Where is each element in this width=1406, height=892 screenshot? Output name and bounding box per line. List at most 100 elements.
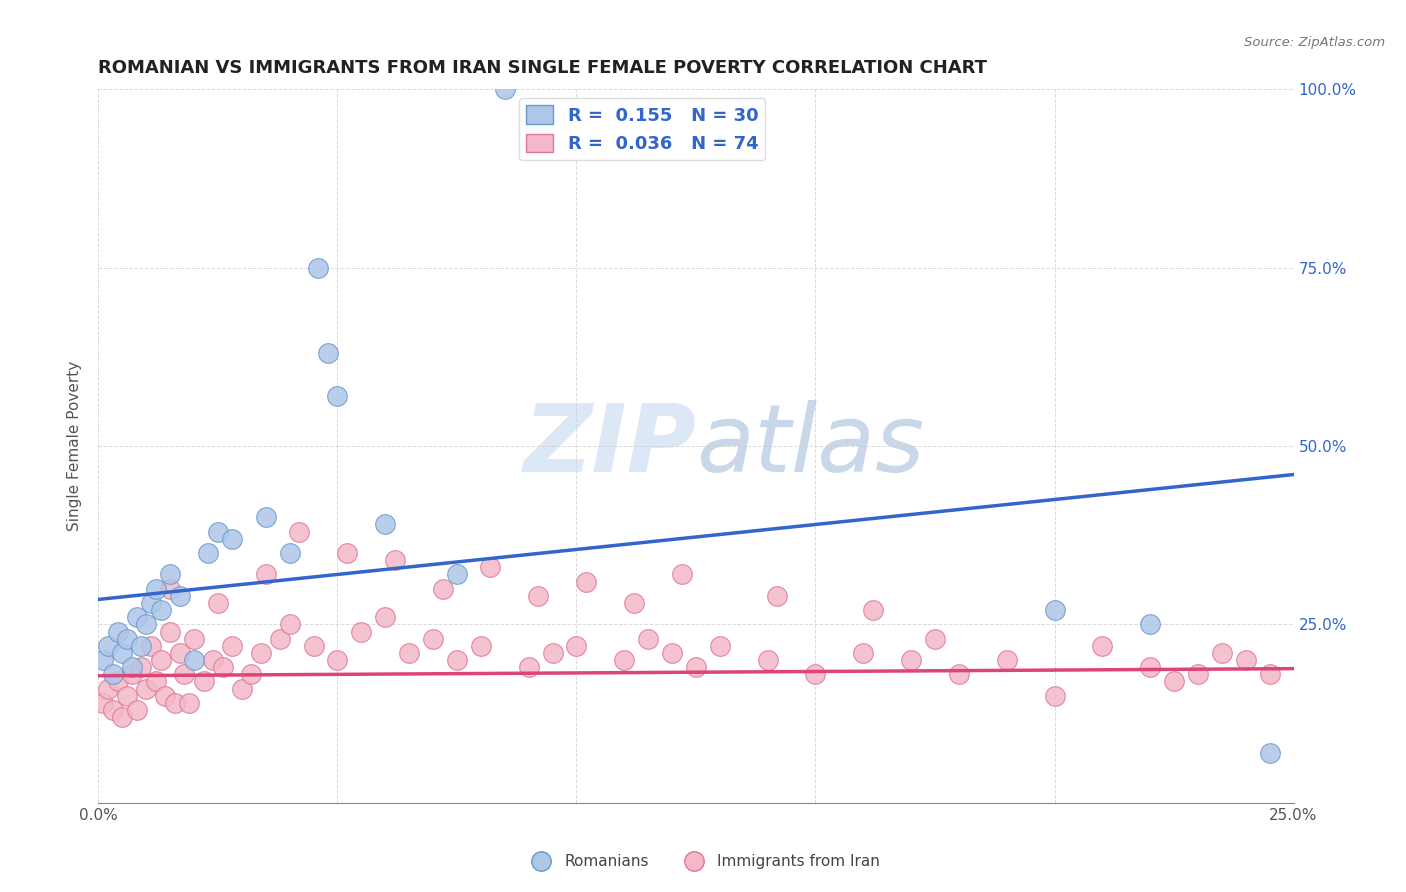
Point bbox=[948, 667, 970, 681]
Point bbox=[709, 639, 731, 653]
Y-axis label: Single Female Poverty: Single Female Poverty bbox=[67, 361, 83, 531]
Text: ZIP: ZIP bbox=[523, 400, 696, 492]
Point bbox=[139, 639, 162, 653]
Point bbox=[1234, 653, 1257, 667]
Point bbox=[336, 546, 359, 560]
Point bbox=[374, 610, 396, 624]
Point bbox=[1211, 646, 1233, 660]
Point bbox=[97, 681, 120, 696]
Point bbox=[125, 703, 148, 717]
Point bbox=[924, 632, 946, 646]
Point bbox=[302, 639, 325, 653]
Point bbox=[1043, 689, 1066, 703]
Point bbox=[432, 582, 454, 596]
Point bbox=[316, 346, 339, 360]
Point bbox=[193, 674, 215, 689]
Point bbox=[159, 624, 181, 639]
Point bbox=[135, 617, 157, 632]
Point bbox=[231, 681, 253, 696]
Point bbox=[446, 567, 468, 582]
Point bbox=[97, 639, 120, 653]
Point bbox=[121, 667, 143, 681]
Text: ROMANIAN VS IMMIGRANTS FROM IRAN SINGLE FEMALE POVERTY CORRELATION CHART: ROMANIAN VS IMMIGRANTS FROM IRAN SINGLE … bbox=[98, 59, 987, 77]
Point bbox=[91, 653, 114, 667]
Point bbox=[240, 667, 263, 681]
Point bbox=[685, 660, 707, 674]
Point bbox=[1258, 667, 1281, 681]
Point bbox=[756, 653, 779, 667]
Point bbox=[254, 510, 277, 524]
Point bbox=[1258, 746, 1281, 760]
Point bbox=[115, 632, 138, 646]
Point bbox=[101, 703, 124, 717]
Point bbox=[1139, 660, 1161, 674]
Text: atlas: atlas bbox=[696, 401, 924, 491]
Point bbox=[1139, 617, 1161, 632]
Point bbox=[479, 560, 502, 574]
Legend: Romanians, Immigrants from Iran: Romanians, Immigrants from Iran bbox=[520, 848, 886, 875]
Text: Source: ZipAtlas.com: Source: ZipAtlas.com bbox=[1244, 36, 1385, 49]
Point bbox=[91, 696, 114, 710]
Point bbox=[159, 582, 181, 596]
Point bbox=[527, 589, 550, 603]
Point bbox=[852, 646, 875, 660]
Point bbox=[202, 653, 225, 667]
Point bbox=[269, 632, 291, 646]
Point bbox=[494, 82, 516, 96]
Point bbox=[131, 660, 153, 674]
Point bbox=[278, 546, 301, 560]
Point bbox=[661, 646, 683, 660]
Point bbox=[613, 653, 636, 667]
Point bbox=[121, 660, 143, 674]
Point bbox=[623, 596, 645, 610]
Point bbox=[307, 260, 329, 275]
Point bbox=[541, 646, 564, 660]
Point bbox=[804, 667, 827, 681]
Point bbox=[135, 681, 157, 696]
Point bbox=[169, 589, 191, 603]
Point bbox=[565, 639, 588, 653]
Point bbox=[671, 567, 693, 582]
Point bbox=[183, 632, 205, 646]
Point bbox=[111, 646, 134, 660]
Point bbox=[446, 653, 468, 667]
Point bbox=[575, 574, 598, 589]
Point bbox=[384, 553, 406, 567]
Point bbox=[207, 596, 229, 610]
Point bbox=[350, 624, 373, 639]
Point bbox=[326, 653, 349, 667]
Point bbox=[470, 639, 492, 653]
Point bbox=[250, 646, 273, 660]
Point bbox=[197, 546, 219, 560]
Point bbox=[326, 389, 349, 403]
Point bbox=[374, 517, 396, 532]
Point bbox=[155, 689, 177, 703]
Point bbox=[207, 524, 229, 539]
Point bbox=[107, 674, 129, 689]
Point bbox=[145, 674, 167, 689]
Point bbox=[398, 646, 420, 660]
Point bbox=[1187, 667, 1209, 681]
Legend: R =  0.155   N = 30, R =  0.036   N = 74: R = 0.155 N = 30, R = 0.036 N = 74 bbox=[519, 98, 765, 161]
Point bbox=[163, 696, 186, 710]
Point bbox=[221, 532, 243, 546]
Point bbox=[131, 639, 153, 653]
Point bbox=[107, 624, 129, 639]
Point bbox=[637, 632, 659, 646]
Point bbox=[115, 689, 138, 703]
Point bbox=[422, 632, 444, 646]
Point bbox=[149, 653, 172, 667]
Point bbox=[1043, 603, 1066, 617]
Point bbox=[211, 660, 233, 674]
Point bbox=[221, 639, 243, 653]
Point bbox=[1091, 639, 1114, 653]
Point bbox=[995, 653, 1018, 667]
Point bbox=[517, 660, 540, 674]
Point bbox=[288, 524, 311, 539]
Point bbox=[111, 710, 134, 724]
Point bbox=[125, 610, 148, 624]
Point bbox=[183, 653, 205, 667]
Point bbox=[1163, 674, 1185, 689]
Point bbox=[900, 653, 922, 667]
Point bbox=[173, 667, 195, 681]
